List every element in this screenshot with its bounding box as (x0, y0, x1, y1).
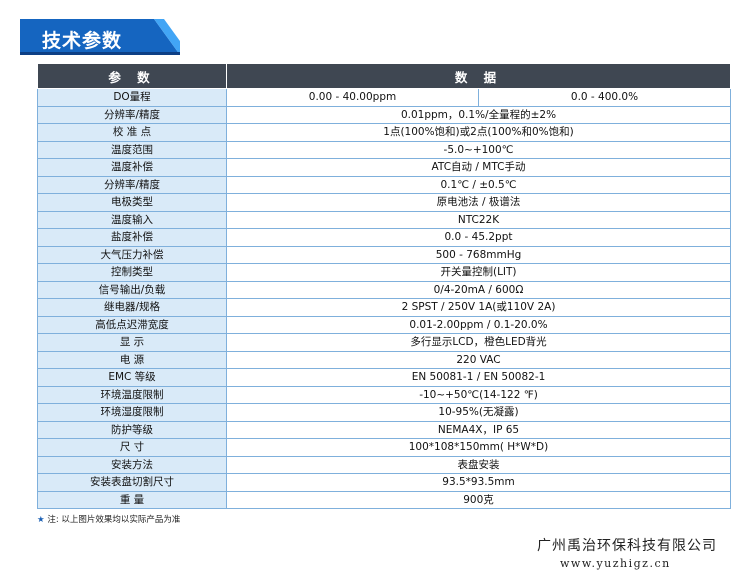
footnote: ★ 注: 以上图片效果均以实际产品为准 (37, 513, 180, 525)
row-label: 分辨率/精度 (37, 105, 227, 124)
table-row: 防护等级 NEMA4X，IP 65 (37, 420, 731, 439)
table-row: 环境湿度限制 10-95%(无凝露) (37, 403, 731, 422)
row-label: 环境温度限制 (37, 385, 227, 404)
table-row: 控制类型 开关量控制(LIT) (37, 263, 731, 282)
row-label: 防护等级 (37, 420, 227, 439)
table-row: 分辨率/精度 0.01ppm，0.1%/全量程的±2% (37, 105, 731, 124)
page-title: 技术参数 (42, 30, 123, 52)
spec-table: 参 数 数 据 DO量程 0.00 - 40.00ppm 0.0 - 400.0… (37, 63, 731, 509)
section-title-banner: 技术参数 (20, 19, 180, 55)
row-value: 原电池法 / 极谱法 (226, 193, 731, 212)
row-label: 环境湿度限制 (37, 403, 227, 422)
row-label: 显 示 (37, 333, 227, 352)
header-param: 参 数 (37, 63, 227, 89)
star-icon: ★ (37, 515, 45, 525)
table-row: 大气压力补偿 500 - 768mmHg (37, 245, 731, 264)
row-value: 0.01-2.00ppm / 0.1-20.0% (226, 315, 731, 334)
row-label: 尺 寸 (37, 438, 227, 457)
row-value: 开关量控制(LIT) (226, 263, 731, 282)
row-label: 重 量 (37, 490, 227, 509)
table-row: 信号输出/负载 0/4-20mA / 600Ω (37, 280, 731, 299)
row-label: EMC 等级 (37, 368, 227, 387)
table-row: EMC 等级 EN 50081-1 / EN 50082-1 (37, 368, 731, 387)
row-value: ATC自动 / MTC手动 (226, 158, 731, 177)
row-label: 高低点迟滞宽度 (37, 315, 227, 334)
row-label: 安装方法 (37, 455, 227, 474)
row-value-percent: 0.0 - 400.0% (478, 88, 731, 107)
row-label: 信号输出/负载 (37, 280, 227, 299)
row-label: 安装表盘切割尺寸 (37, 473, 227, 492)
footnote-text: 注: 以上图片效果均以实际产品为准 (47, 515, 181, 525)
row-label: 控制类型 (37, 263, 227, 282)
row-value: 220 VAC (226, 350, 731, 369)
row-value: 93.5*93.5mm (226, 473, 731, 492)
table-header-row: 参 数 数 据 (37, 63, 731, 89)
row-value: 900克 (226, 490, 731, 509)
table-row: 环境温度限制 -10~+50℃(14-122 ℉) (37, 385, 731, 404)
row-value: 0/4-20mA / 600Ω (226, 280, 731, 299)
row-value: 0.01ppm，0.1%/全量程的±2% (226, 105, 731, 124)
row-value: 500 - 768mmHg (226, 245, 731, 264)
row-label: 温度范围 (37, 140, 227, 159)
website-url: www.yuzhigz.cn (560, 557, 671, 570)
table-row: 尺 寸 100*108*150mm( H*W*D) (37, 438, 731, 457)
table-row: 显 示多行显示LCD，橙色LED背光 (37, 333, 731, 352)
row-value: -5.0~+100℃ (226, 140, 731, 159)
row-label: 继电器/规格 (37, 298, 227, 317)
title-banner-shape (20, 19, 180, 55)
table-row: 校 准 点 1点(100%饱和)或2点(100%和0%饱和) (37, 123, 731, 142)
row-label: 温度补偿 (37, 158, 227, 177)
table-row: 安装方法 表盘安装 (37, 455, 731, 474)
row-value: EN 50081-1 / EN 50082-1 (226, 368, 731, 387)
table-row: 继电器/规格 2 SPST / 250V 1A(或110V 2A) (37, 298, 731, 317)
header-data: 数 据 (226, 63, 731, 89)
row-label: 电 源 (37, 350, 227, 369)
row-value: 10-95%(无凝露) (226, 403, 731, 422)
row-label: DO量程 (37, 88, 227, 107)
company-name: 广州禹治环保科技有限公司 (537, 538, 717, 554)
row-label: 电极类型 (37, 193, 227, 212)
row-value: 0.1℃ / ±0.5℃ (226, 175, 731, 194)
table-row: 温度范围 -5.0~+100℃ (37, 140, 731, 159)
table-row: 温度补偿 ATC自动 / MTC手动 (37, 158, 731, 177)
row-label: 温度输入 (37, 210, 227, 229)
row-value: 多行显示LCD，橙色LED背光 (226, 333, 731, 352)
row-value: NTC22K (226, 210, 731, 229)
row-value: 100*108*150mm( H*W*D) (226, 438, 731, 457)
table-row: 安装表盘切割尺寸 93.5*93.5mm (37, 473, 731, 492)
row-value: 1点(100%饱和)或2点(100%和0%饱和) (226, 123, 731, 142)
table-row: 盐度补偿 0.0 - 45.2ppt (37, 228, 731, 247)
row-label: 大气压力补偿 (37, 245, 227, 264)
table-row: 高低点迟滞宽度 0.01-2.00ppm / 0.1-20.0% (37, 315, 731, 334)
row-value: -10~+50℃(14-122 ℉) (226, 385, 731, 404)
row-label: 校 准 点 (37, 123, 227, 142)
row-value: 表盘安装 (226, 455, 731, 474)
row-value: 2 SPST / 250V 1A(或110V 2A) (226, 298, 731, 317)
table-row: 温度输入 NTC22K (37, 210, 731, 229)
table-row: 分辨率/精度 0.1℃ / ±0.5℃ (37, 175, 731, 194)
row-value: NEMA4X，IP 65 (226, 420, 731, 439)
row-label: 分辨率/精度 (37, 175, 227, 194)
table-row: 电 源 220 VAC (37, 350, 731, 369)
row-label: 盐度补偿 (37, 228, 227, 247)
table-row-do-range: DO量程 0.00 - 40.00ppm 0.0 - 400.0% (37, 88, 731, 107)
table-row: 重 量 900克 (37, 490, 731, 509)
table-row: 电极类型 原电池法 / 极谱法 (37, 193, 731, 212)
row-value-ppm: 0.00 - 40.00ppm (226, 88, 479, 107)
row-value: 0.0 - 45.2ppt (226, 228, 731, 247)
